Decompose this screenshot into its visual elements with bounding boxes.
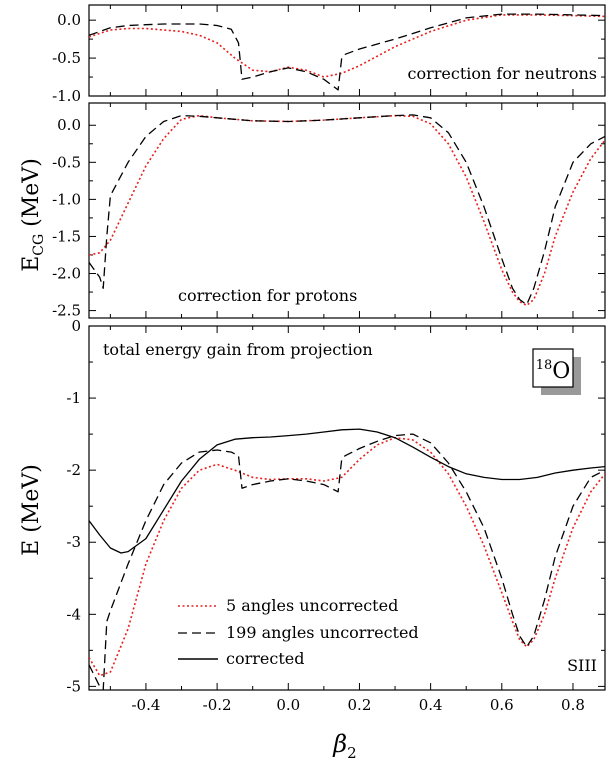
- legend-label-199-angles: 199 angles uncorrected: [226, 623, 419, 642]
- x-tick-label: 0.2: [348, 696, 372, 714]
- panel-protons-ticks: 0.0 -0.5 -1.0 -1.5 -2.0 -2.5: [52, 103, 605, 320]
- annotation-neutrons: correction for neutrons: [408, 64, 597, 83]
- nucleus-label-mass: 18: [536, 358, 553, 373]
- y-tick-label: -0.5: [52, 153, 81, 171]
- x-tick-label: -0.4: [131, 696, 160, 714]
- x-tick-label: 0.6: [490, 696, 514, 714]
- x-tick-label: 0.0: [276, 696, 300, 714]
- annotation-total: total energy gain from projection: [103, 340, 373, 359]
- y-tick-label: 0.0: [57, 11, 81, 29]
- panel-neutrons-ticks: 0.0 -0.5 -1.0: [52, 5, 605, 105]
- y-axis-label-e: E (MeV): [19, 464, 44, 556]
- x-axis-label: β2: [332, 730, 356, 762]
- legend: 5 angles uncorrected 199 angles uncorrec…: [178, 596, 419, 668]
- nucleus-label-element: O: [552, 359, 570, 384]
- y-tick-label: -4: [66, 605, 81, 623]
- y-tick-label: -0.5: [52, 49, 81, 67]
- y-tick-label: 0: [71, 317, 81, 335]
- series-line-dashed: [89, 114, 605, 306]
- y-tick-label: -2.5: [52, 302, 81, 320]
- nucleus-label-box: [532, 348, 574, 388]
- panel-protons-lines: [89, 114, 605, 307]
- x-tick-label: 0.8: [561, 696, 585, 714]
- y-tick-label: -1.0: [52, 87, 81, 105]
- y-tick-label: -3: [66, 533, 81, 551]
- panel-neutrons-lines: [89, 13, 605, 91]
- series-line-dotted: [89, 436, 605, 677]
- panel-total-frame: [88, 325, 606, 691]
- y-tick-label: -2: [66, 461, 81, 479]
- y-tick-label: -2.0: [52, 265, 81, 283]
- x-tick-label: -0.2: [203, 696, 232, 714]
- legend-label-5-angles: 5 angles uncorrected: [226, 596, 398, 615]
- y-tick-label: 0.0: [57, 116, 81, 134]
- nucleus-label: 18O: [536, 358, 571, 384]
- y-tick-label: -5: [66, 677, 81, 695]
- panel-protons-frame: [88, 102, 606, 319]
- series-line-dotted: [89, 114, 605, 307]
- force-label: SIII: [567, 656, 597, 675]
- y-axis-label-ecg: ECG (MeV): [19, 158, 47, 272]
- y-tick-label: -1: [66, 389, 81, 407]
- series-line-solid: [89, 428, 605, 554]
- x-tick-label: 0.4: [419, 696, 443, 714]
- y-tick-label: -1.0: [52, 190, 81, 208]
- annotation-protons: correction for protons: [178, 286, 357, 305]
- panel-total-ticks: 0 -1 -2 -3 -4 -5 -0.4 -0.2 0.0 0.2 0.4 0.6 0.8: [66, 317, 605, 714]
- legend-label-corrected: corrected: [226, 649, 304, 668]
- series-line-dotted: [89, 14, 605, 78]
- series-line-dashed: [89, 13, 605, 91]
- series-line-dashed: [89, 433, 605, 690]
- panel-total-lines: [89, 428, 605, 690]
- panel-neutrons-frame: [88, 4, 606, 97]
- y-tick-label: -1.5: [52, 227, 81, 245]
